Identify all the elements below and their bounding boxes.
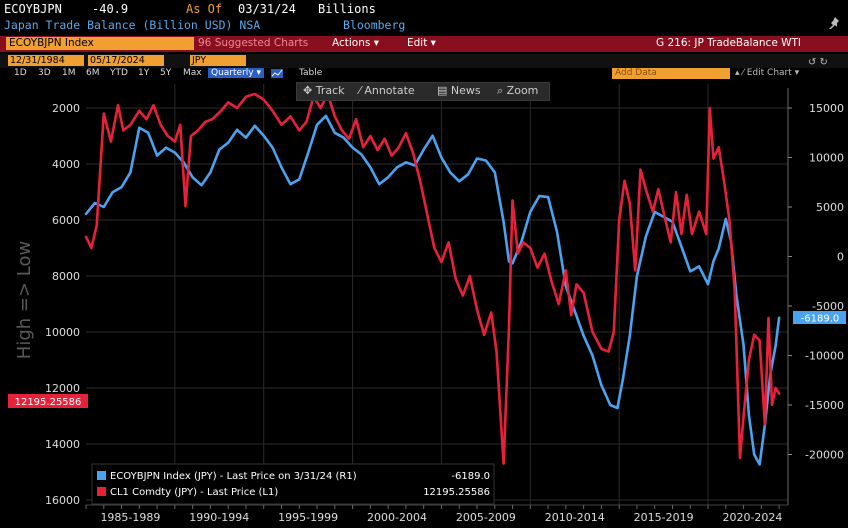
annotate-label: Annotate (364, 84, 415, 97)
left-tick-label: 10000 (45, 326, 80, 339)
x-tick-label: 2010-2014 (545, 511, 605, 524)
gridlines (86, 84, 788, 505)
left-tick-label: 2000 (52, 102, 80, 115)
frequency-label: Quarterly (211, 68, 254, 78)
legend-value-blue: -6189.0 (451, 471, 490, 482)
asof-date: 03/31/24 (238, 2, 296, 16)
chart-tools-panel: ✥ Track ⁄ Annotate ▤ News ⌕ Zoom (296, 82, 550, 101)
right-tick-label: 0 (837, 251, 844, 264)
right-label-text: -6189.0 (801, 314, 840, 325)
chart-title: G 216: JP TradeBalance WTI (656, 37, 802, 49)
frequency-select[interactable]: Quarterly ▾ (208, 68, 264, 78)
legend-label-red: CL1 Comdty (JPY) - Last Price (L1) (110, 487, 278, 498)
zoom-tool[interactable]: ⌕ Zoom (497, 84, 539, 97)
add-data-field[interactable]: Add Data (612, 68, 730, 79)
undo-redo-icons[interactable]: ↺ ↻ (806, 55, 842, 67)
chart-type-icon[interactable] (270, 68, 284, 79)
annotate-tool[interactable]: ⁄ Annotate (359, 84, 415, 97)
edit-label: Edit (407, 37, 428, 49)
legend-label-blue: ECOYBJPN Index (JPY) - Last Price on 3/3… (110, 471, 357, 482)
legend-swatch-red (97, 487, 106, 496)
end-date-field[interactable]: 05/17/2024 (88, 55, 164, 66)
range-button-1d[interactable]: 1D (14, 68, 27, 78)
suggested-charts-button[interactable]: 96 Suggested Charts (198, 37, 309, 49)
pin-icon[interactable] (828, 16, 842, 30)
left-tick-label: 8000 (52, 270, 80, 283)
legend-box: ECOYBJPN Index (JPY) - Last Price on 3/3… (91, 463, 495, 505)
range-button-max[interactable]: Max (183, 68, 202, 78)
security-field[interactable]: ECOYBJPN Index (6, 37, 194, 50)
range-button-ytd[interactable]: YTD (110, 68, 128, 78)
x-tick-label: 2015-2019 (634, 511, 694, 524)
command-toolbar: 96 Suggested Charts Actions ▾ Edit ▾ G 2… (0, 36, 848, 52)
x-tick-label: 1990-1994 (189, 511, 249, 524)
header-bar: ECOYBJPN -40.9 As Of 03/31/24 Billions J… (0, 0, 848, 36)
news-tool[interactable]: ▤ News (437, 84, 481, 97)
right-tick-label: -5000 (812, 300, 844, 313)
range-button-3d[interactable]: 3D (38, 68, 51, 78)
legend-swatch-blue (97, 471, 106, 480)
left-tick-label: 12000 (45, 382, 80, 395)
range-button-1m[interactable]: 1M (62, 68, 76, 78)
left-tick-label: 14000 (45, 438, 80, 451)
track-tool[interactable]: ✥ Track (303, 84, 345, 97)
svg-text:↺ ↻: ↺ ↻ (808, 57, 828, 67)
left-label-text: 12195.25586 (15, 397, 82, 408)
range-button-1y[interactable]: 1Y (138, 68, 150, 78)
range-button-6m[interactable]: 6M (86, 68, 100, 78)
last-value: -40.9 (92, 2, 129, 16)
news-label: News (450, 84, 481, 97)
legend-value-red: 12195.25586 (423, 487, 490, 498)
units-label: Billions (318, 2, 376, 16)
right-tick-label: 15000 (809, 102, 844, 115)
left-axis-ticks: 2000 4000 6000 8000 10000 12000 14000 16000 (45, 102, 80, 507)
right-axis-ticks: 15000 10000 5000 0 -5000 -10000 -15000 -20000 (787, 88, 844, 505)
edit-chart-label: Edit Chart (746, 68, 792, 78)
range-button-5y[interactable]: 5Y (160, 68, 172, 78)
zoom-label: Zoom (506, 84, 539, 97)
y-axis-title: High => Low (14, 241, 35, 359)
right-tick-label: 5000 (816, 201, 844, 214)
right-tick-label: -20000 (805, 449, 844, 462)
left-tick-label: 4000 (52, 158, 80, 171)
actions-label: Actions (332, 37, 371, 49)
table-button[interactable]: Table (299, 68, 323, 78)
asof-label: As Of (186, 2, 223, 16)
right-tick-label: 10000 (809, 152, 844, 165)
left-tick-label: 6000 (52, 214, 80, 227)
currency-field[interactable]: JPY (190, 55, 246, 66)
series-layer (84, 92, 781, 466)
x-tick-label: 1995-1999 (278, 511, 338, 524)
series-description: Japan Trade Balance (Billion USD) NSA (4, 18, 261, 32)
right-last-price-label: -6189.0 (793, 311, 846, 325)
x-tick-label: 1985-1989 (100, 511, 160, 524)
start-date-field[interactable]: 12/31/1984 (8, 55, 84, 66)
left-tick-label: 16000 (45, 494, 80, 507)
edit-chart-button[interactable]: ▴ ⁄ Edit Chart ▾ (735, 68, 800, 78)
x-tick-label: 2005-2009 (456, 511, 516, 524)
x-axis-ticks: 1985-1989 1990-1994 1995-1999 2000-2004 2005… (85, 504, 788, 524)
right-tick-label: -15000 (805, 399, 844, 412)
x-tick-label: 2000-2004 (367, 511, 427, 524)
ticker-symbol: ECOYBJPN (4, 2, 62, 16)
series-line-oil-price (84, 92, 781, 465)
actions-menu[interactable]: Actions ▾ (332, 37, 379, 49)
x-tick-label: 2020-2024 (722, 511, 782, 524)
edit-menu[interactable]: Edit ▾ (407, 37, 436, 49)
right-tick-label: -10000 (805, 350, 844, 363)
track-label: Track (315, 84, 345, 97)
left-last-price-label: 12195.25586 (8, 394, 88, 408)
series-line-trade-balance (84, 114, 781, 466)
source-label: Bloomberg (343, 18, 406, 32)
chart-canvas[interactable]: 2000 4000 6000 8000 10000 12000 14000 16000 150… (0, 80, 848, 528)
